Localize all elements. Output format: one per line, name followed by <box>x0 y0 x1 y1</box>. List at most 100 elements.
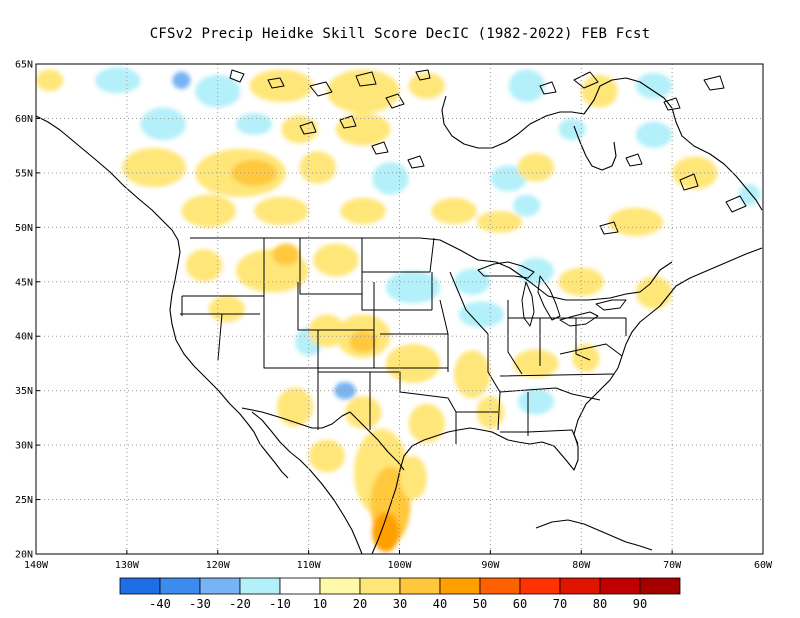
skill-region-18 <box>231 159 277 186</box>
colorbar-label: 80 <box>593 597 607 611</box>
colorbar-swatch <box>559 577 601 595</box>
latitude-ticks: 20N 25N 30N 35N 40N 45N 50N 55N 60N 65N <box>15 60 40 561</box>
colorbar-swatch <box>359 577 401 595</box>
skill-region-8 <box>581 74 618 108</box>
map-title: CFSv2 Precip Heidke Skill Score DecIC (1… <box>149 26 651 42</box>
skill-region-19 <box>299 151 336 184</box>
skill-region-39 <box>517 257 554 284</box>
skill-region-29 <box>476 211 523 233</box>
lon-tick-label: 140W <box>24 560 49 571</box>
colorbar-swatch <box>639 577 681 595</box>
colorbar-label: 30 <box>393 597 407 611</box>
skill-region-26 <box>254 196 309 226</box>
skill-region-57 <box>308 439 345 473</box>
coastline-hudson-bay <box>441 77 763 211</box>
skill-region-61 <box>399 456 427 500</box>
skill-region-54 <box>408 403 445 443</box>
skill-region-15 <box>635 121 673 148</box>
colorbar-swatch <box>479 577 521 595</box>
lat-tick-label: 20N <box>15 550 33 561</box>
skill-region-40 <box>558 267 604 296</box>
colorbar-swatch <box>599 577 641 595</box>
skill-region-35 <box>313 243 359 277</box>
skill-region-6 <box>408 72 445 99</box>
lon-tick-label: 70W <box>663 560 682 571</box>
skill-region-25 <box>181 194 236 228</box>
lon-tick-label: 130W <box>115 560 140 571</box>
skill-region-9 <box>635 72 673 99</box>
lon-tick-label: 120W <box>206 560 231 571</box>
skill-region-12 <box>281 115 318 144</box>
colorbar-swatch <box>399 577 441 595</box>
skill-region-16 <box>122 147 186 188</box>
skill-region-38 <box>458 301 505 328</box>
arctic-islands <box>229 69 747 235</box>
skill-region-10 <box>140 107 186 141</box>
lat-tick-label: 60N <box>15 114 33 125</box>
coastline-pacific <box>36 115 289 479</box>
colorbar-label: -40 <box>149 597 171 611</box>
skill-region-48 <box>454 350 491 399</box>
skill-region-14 <box>558 118 586 141</box>
skill-region-1 <box>95 67 141 94</box>
lat-tick-label: 55N <box>15 168 33 179</box>
skill-region-49 <box>513 349 559 378</box>
skill-region-2 <box>172 71 191 90</box>
skill-region-60 <box>372 512 400 552</box>
skill-region-22 <box>517 153 554 182</box>
colorbar-label: -20 <box>229 597 251 611</box>
skill-region-7 <box>508 69 545 103</box>
colorbar-label: 70 <box>553 597 567 611</box>
longitude-ticks: 140W 130W 120W 110W 100W 90W 80W 70W 60W <box>24 550 773 571</box>
colorbar-swatch <box>319 577 361 595</box>
lat-tick-label: 40N <box>15 332 33 343</box>
skill-region-27 <box>340 197 386 225</box>
colorbar-swatch <box>239 577 281 595</box>
skill-region-41 <box>635 276 673 309</box>
state-lines <box>180 237 627 445</box>
colorbar-swatch <box>199 577 241 595</box>
colorbar-swatch <box>159 577 201 595</box>
colorbar-swatch <box>439 577 481 595</box>
skill-region-20 <box>372 162 409 195</box>
lat-tick-label: 65N <box>15 60 33 71</box>
skill-region-5 <box>326 69 400 113</box>
coastline-atlantic <box>573 247 763 435</box>
skill-region-31 <box>608 207 664 237</box>
skill-region-11 <box>235 113 273 135</box>
skill-region-24 <box>738 183 761 206</box>
cuba <box>535 519 653 551</box>
lat-tick-label: 25N <box>15 495 33 506</box>
skill-region-53 <box>276 387 314 427</box>
coastline-gulf-mexico <box>371 427 579 554</box>
colorbar-label: 50 <box>473 597 487 611</box>
skill-region-23 <box>672 156 718 190</box>
lon-tick-label: 110W <box>297 560 322 571</box>
coastline-baja-gulf <box>251 411 363 554</box>
skill-region-4 <box>249 69 314 103</box>
skill-region-34 <box>272 243 300 266</box>
colorbar-swatch <box>519 577 561 595</box>
skill-region-36 <box>385 270 441 304</box>
skill-region-46 <box>349 330 377 353</box>
lat-tick-label: 45N <box>15 277 33 288</box>
us-mexico-border <box>241 407 405 471</box>
skill-region-47 <box>385 343 441 384</box>
colorbar-label: 10 <box>313 597 327 611</box>
skill-region-56 <box>517 388 554 415</box>
colorbar: -40 -30 -20 -10 10 20 30 40 50 60 70 80 90 <box>119 577 681 611</box>
colorbar-label: 60 <box>513 597 527 611</box>
lon-tick-label: 90W <box>481 560 500 571</box>
lat-tick-label: 50N <box>15 223 33 234</box>
lat-tick-label: 35N <box>15 386 33 397</box>
lon-tick-label: 60W <box>754 560 773 571</box>
map-gridlines <box>36 64 763 554</box>
skill-region-30 <box>513 194 541 217</box>
lon-tick-label: 80W <box>572 560 591 571</box>
skill-region-52 <box>344 396 382 429</box>
colorbar-swatch <box>119 577 161 595</box>
skill-region-32 <box>185 249 223 282</box>
skill-region-0 <box>36 69 64 92</box>
lat-tick-label: 30N <box>15 441 33 452</box>
